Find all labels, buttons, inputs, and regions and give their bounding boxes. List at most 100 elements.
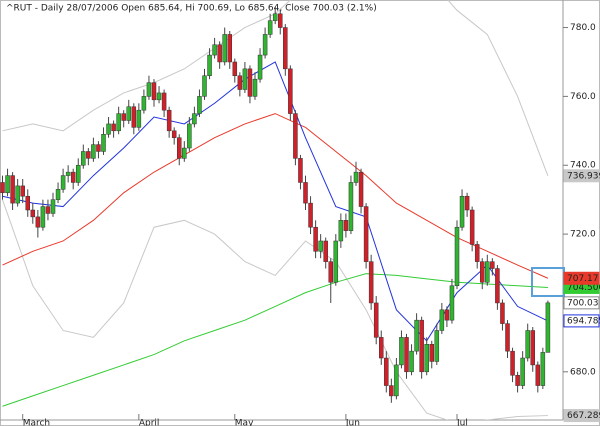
x-tick-label: March [23, 419, 50, 426]
y-tick-label: 760.0 [570, 92, 596, 102]
candle-body [394, 364, 399, 397]
y-tick-label: 740.0 [570, 161, 596, 171]
value-label-box [563, 314, 600, 328]
candle-body [70, 171, 76, 183]
candle-body [232, 61, 238, 76]
x-tick-label: Jun [345, 419, 360, 426]
value-label-box [563, 169, 600, 183]
candle-body [252, 78, 258, 97]
chart-title: ^RUT - Daily 28/07/2006 Open 685.64, Hi … [6, 4, 377, 14]
candle-body [217, 44, 222, 63]
candle-body [459, 195, 465, 228]
candle-body [535, 364, 541, 386]
candle-body [197, 96, 202, 114]
candle-body [136, 109, 142, 128]
value-label-box [563, 409, 600, 423]
candle-body [515, 374, 520, 386]
candle-body [177, 137, 182, 159]
candle-body [318, 240, 323, 252]
candle-body [353, 171, 359, 183]
candle-body [126, 106, 131, 121]
candle-body [363, 206, 369, 262]
value-label: 700.03 [567, 298, 599, 308]
candle-body [348, 182, 354, 231]
value-label: 736.939 [567, 171, 600, 181]
candle-body [449, 285, 455, 321]
candle-body [500, 302, 505, 324]
candle-body [10, 175, 15, 204]
candle-body [343, 220, 349, 231]
candle-body [530, 330, 535, 366]
candle-body [161, 92, 167, 111]
candle-body [166, 109, 172, 132]
candle-body [35, 216, 41, 228]
value-label: 694.785 [567, 316, 600, 326]
candle-body [464, 195, 470, 211]
candle-body [192, 113, 197, 125]
candle-body [439, 309, 445, 331]
candle-body [409, 350, 414, 373]
candle-body [545, 302, 551, 353]
candle-body [283, 27, 288, 70]
candle-body [379, 337, 384, 359]
candle-body [474, 244, 480, 262]
candle-body [368, 261, 374, 304]
candle-body [505, 323, 510, 352]
candle-body [454, 226, 460, 286]
candle-body [227, 34, 232, 63]
candle-body [30, 209, 36, 218]
candle-body [86, 151, 91, 159]
candle-body [288, 68, 293, 114]
candle-body [182, 147, 187, 159]
candle-body [429, 344, 434, 362]
candle-body [272, 13, 278, 21]
candle-body [202, 75, 207, 97]
candle-body [525, 330, 530, 359]
candle-body [328, 261, 333, 283]
candle-body [323, 240, 328, 262]
candle-body [267, 20, 273, 35]
y-tick-label: 780.0 [570, 23, 596, 33]
candle-body [485, 261, 490, 283]
value-label: 707.17 [567, 274, 599, 284]
candle-body [414, 319, 419, 352]
candle-body [15, 185, 20, 204]
candle-body [5, 175, 10, 194]
candle-body [151, 82, 157, 101]
y-tick-label: 680.0 [570, 367, 596, 377]
candle-body [399, 337, 404, 366]
indicator-line [2, 61, 549, 342]
candle-body [20, 185, 25, 197]
candle-body [91, 144, 96, 159]
value-label-box [563, 296, 600, 310]
candle-body [298, 158, 303, 183]
candle-body [358, 171, 364, 207]
candle-body [146, 82, 152, 97]
candle-body [278, 13, 283, 28]
candle-body [207, 54, 212, 76]
candle-body [293, 113, 298, 159]
candle-body [384, 357, 389, 386]
value-label: 667.289 [567, 411, 600, 421]
candle-body [141, 96, 147, 111]
candle-body [419, 319, 424, 373]
candle-body [45, 206, 51, 214]
candle-body [495, 268, 500, 304]
candle-body [373, 302, 379, 338]
candle-body [257, 54, 263, 80]
candle-body [65, 171, 71, 176]
indicator-line [2, 199, 548, 420]
candle-body [101, 134, 106, 152]
candle-body [212, 44, 217, 56]
candle-body [121, 113, 126, 121]
candle-body [333, 240, 339, 283]
candle-body [540, 352, 546, 386]
candle-body [131, 106, 137, 128]
candle-body [404, 337, 409, 373]
candle-body [171, 130, 177, 138]
plot-area [0, 0, 551, 420]
y-tick-label: 720.0 [570, 230, 596, 240]
candle-body [156, 92, 162, 101]
